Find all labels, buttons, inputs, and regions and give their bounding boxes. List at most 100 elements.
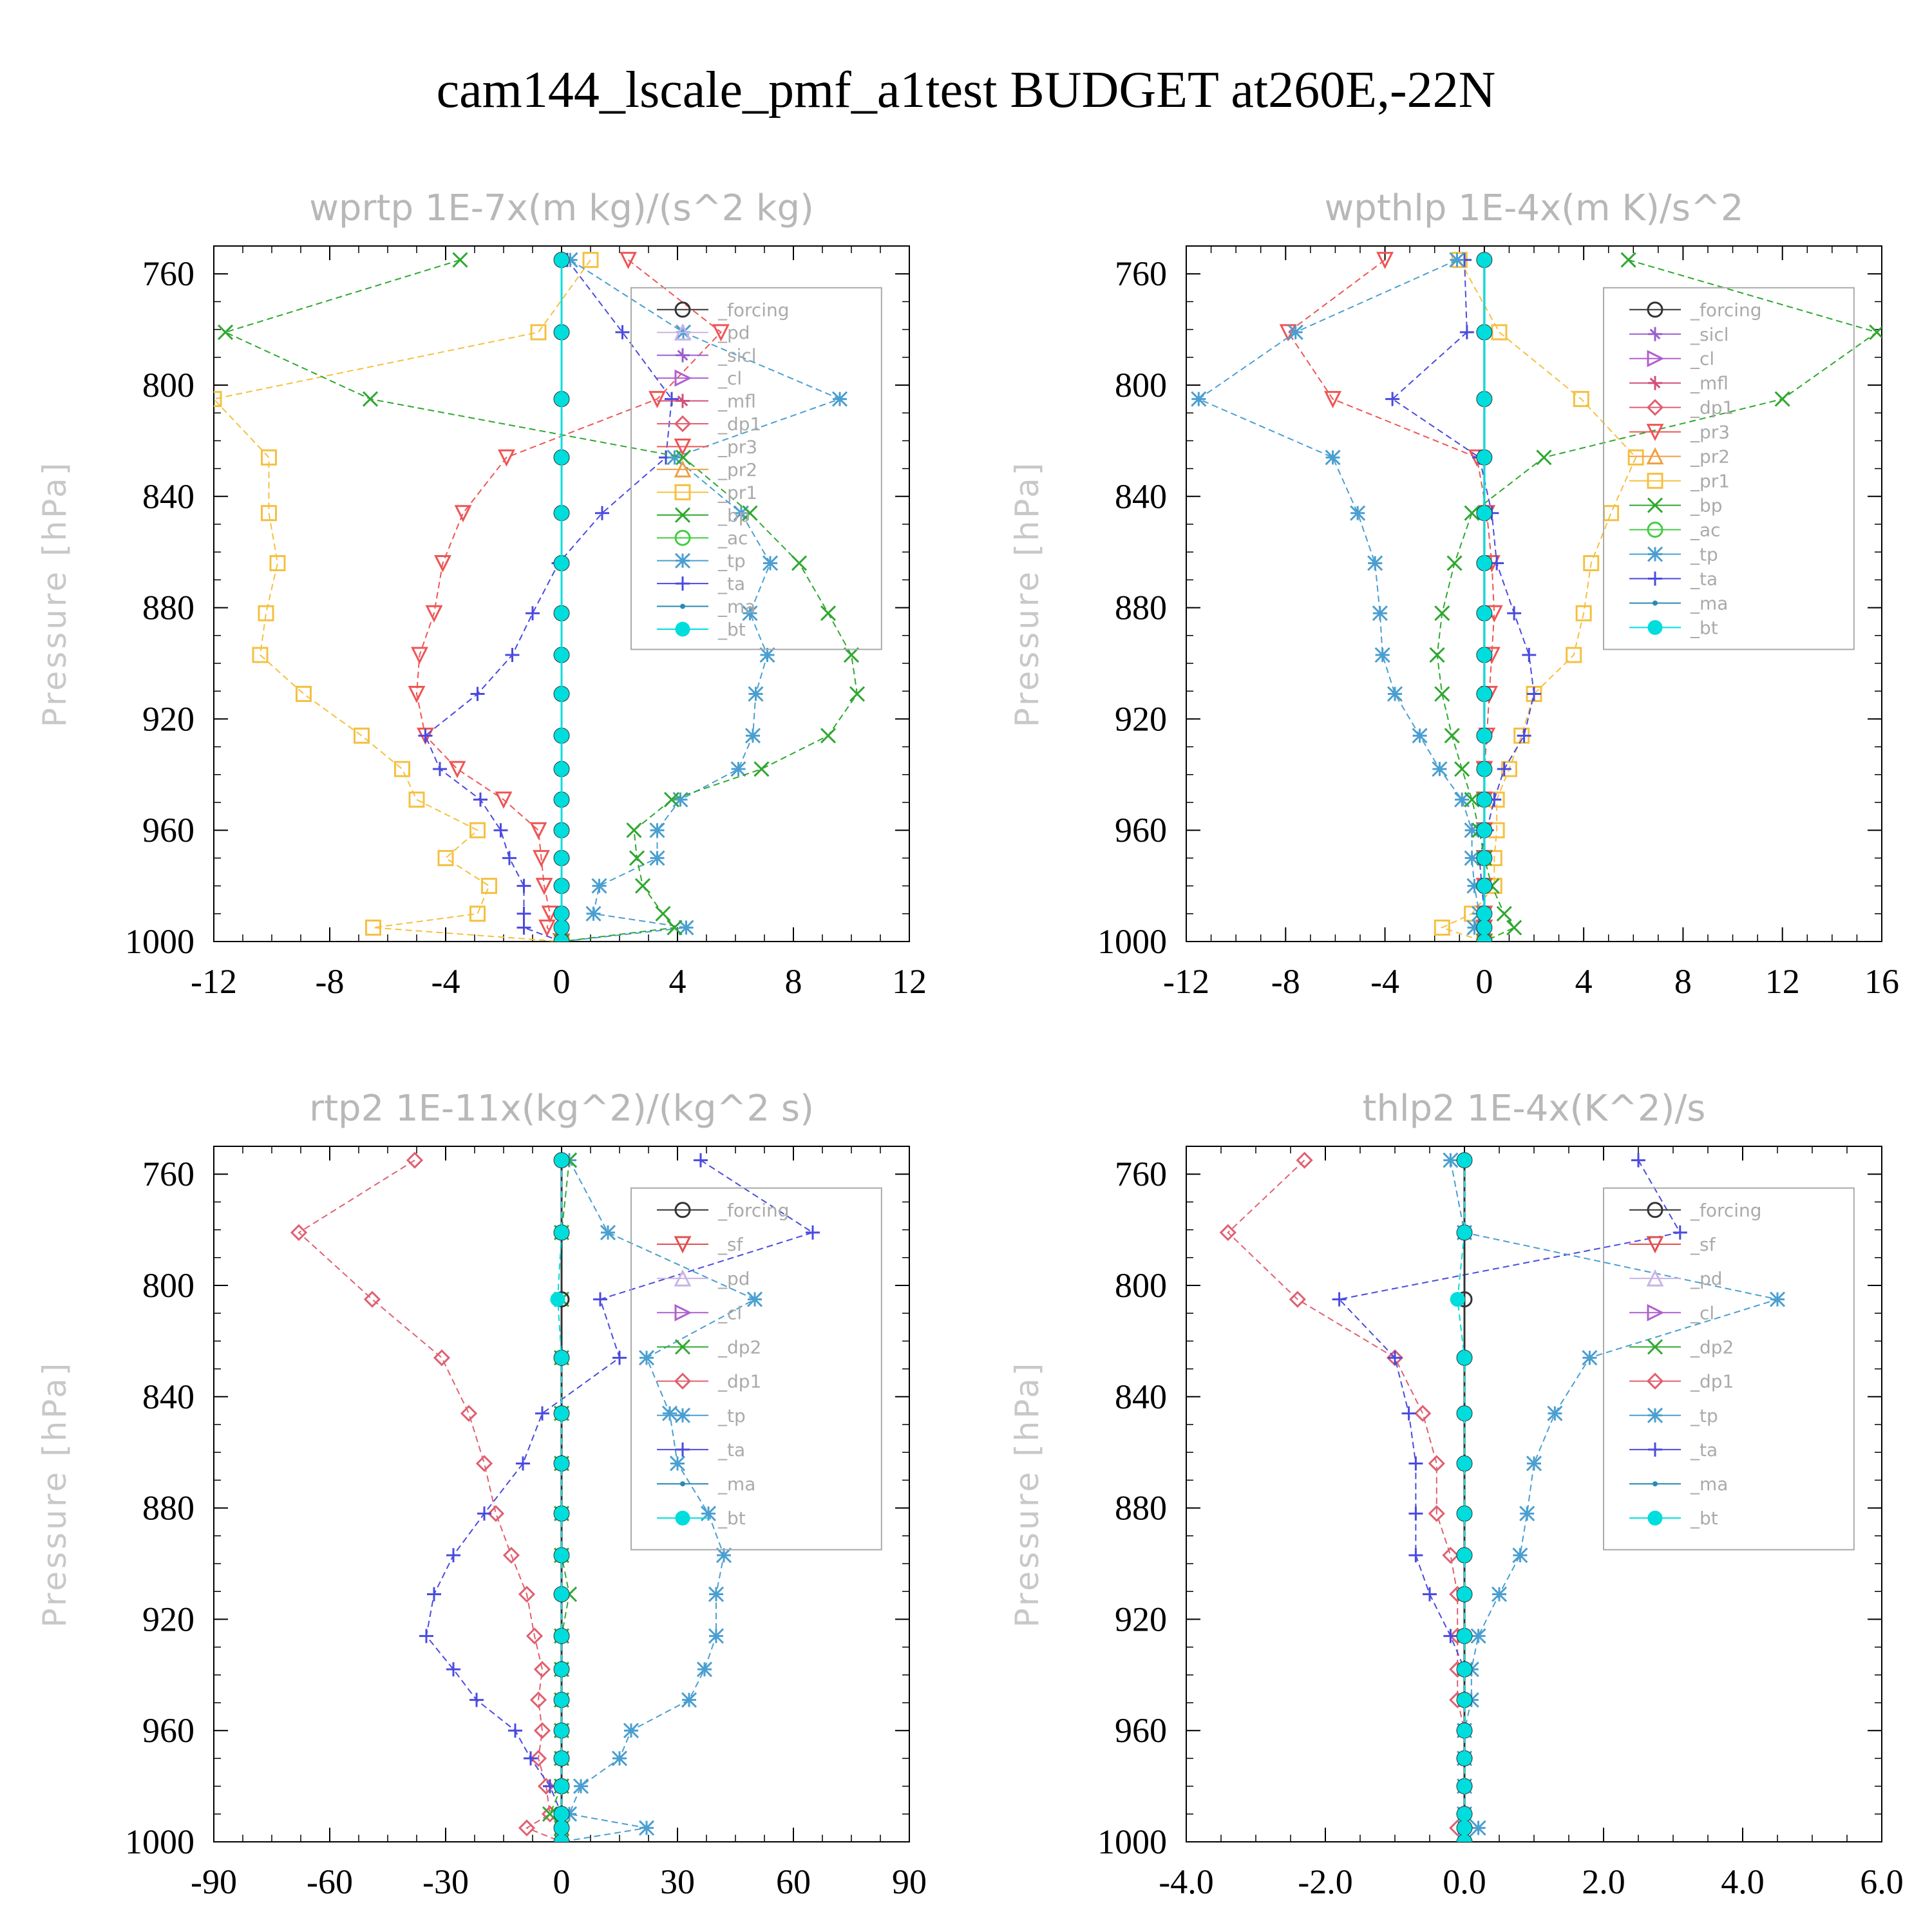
series-line-bp <box>223 259 858 942</box>
legend-label-bt: _bt <box>1690 617 1718 638</box>
legend-marker-dp1 <box>674 1372 692 1390</box>
data-point-dp1 <box>533 1722 551 1739</box>
panel-title: thlp2 1E-4x(K^2)/s <box>1363 1088 1706 1130</box>
data-point-bt <box>554 325 569 340</box>
data-point-dp1 <box>1414 1405 1432 1422</box>
legend-label-pr3: _pr3 <box>717 436 757 457</box>
data-point-dp1 <box>475 1455 493 1472</box>
legend-label-mfl: _mfl <box>717 391 756 412</box>
data-point-ta <box>1497 762 1511 777</box>
data-point-dp1 <box>1442 1546 1459 1564</box>
data-point-bp <box>1774 391 1790 407</box>
data-point-bt <box>1477 728 1492 743</box>
data-point-tp <box>1432 761 1448 777</box>
data-point-tp <box>1449 252 1465 268</box>
legend-label-sf: _sf <box>1690 1234 1716 1255</box>
legend-marker-pr1 <box>1647 473 1663 489</box>
legend-marker-sicl <box>1648 327 1662 341</box>
data-point-bt <box>550 1292 565 1307</box>
legend-marker-ac <box>674 529 691 546</box>
data-point-ta <box>1507 606 1522 621</box>
legend-marker-tp <box>1647 546 1663 562</box>
data-point-bp <box>1496 905 1512 922</box>
data-point-pr3 <box>425 605 443 623</box>
data-point-tp <box>600 1224 616 1240</box>
legend-marker-ta <box>676 1442 690 1457</box>
data-point-tp <box>730 761 746 777</box>
legend-marker-ma <box>1653 1481 1658 1487</box>
data-point-dp1 <box>526 1627 544 1645</box>
legend-label-ac: _ac <box>717 527 748 549</box>
x-tick-label: -4 <box>1370 962 1399 1001</box>
data-point-bp <box>655 905 671 922</box>
data-point-pr1 <box>481 878 497 895</box>
data-point-ta <box>593 1292 607 1307</box>
data-point-tp <box>1466 920 1482 936</box>
y-tick-label: 760 <box>142 1155 194 1193</box>
legend-marker-forcing <box>674 1202 691 1218</box>
x-tick-label: -90 <box>191 1862 237 1901</box>
data-point-tp <box>678 920 694 936</box>
data-point-bp <box>667 920 683 936</box>
data-point-pr1 <box>1603 505 1620 522</box>
legend-marker-dp2 <box>674 1339 691 1355</box>
y-tick-label: 840 <box>1115 1378 1167 1416</box>
data-point-pr1 <box>261 449 277 466</box>
legend-marker-bt <box>675 1510 690 1526</box>
legend-marker-dp1 <box>1646 399 1664 416</box>
data-point-bp <box>217 324 234 340</box>
data-point-bt <box>1477 761 1492 777</box>
data-point-bt <box>554 1779 569 1794</box>
legend-marker-sf <box>674 1236 692 1254</box>
legend-marker-bp <box>1647 497 1663 513</box>
data-point-tp <box>1325 450 1341 466</box>
panel-2: wpthlp 1E-4x(m K)/s^2 Pressure [hPa] -12 -8… <box>1009 187 1899 1001</box>
data-point-bt <box>554 1628 569 1643</box>
data-point-ta <box>595 506 609 520</box>
y-tick-label: 840 <box>1115 477 1167 516</box>
x-tick-label: -30 <box>422 1862 469 1901</box>
data-point-pr3 <box>1324 391 1341 408</box>
legend-label-forcing: _forcing <box>717 1200 790 1221</box>
data-point-bp <box>1434 686 1450 702</box>
data-point-ta <box>473 792 488 807</box>
data-point-bp <box>843 647 860 663</box>
data-point-bp <box>1454 761 1470 777</box>
data-point-tp <box>759 647 775 663</box>
data-point-tp <box>1191 391 1207 407</box>
data-point-bt <box>1457 1806 1472 1822</box>
data-point-pr1 <box>469 822 486 838</box>
data-point-ta <box>535 1406 549 1421</box>
data-point-tp <box>669 1455 686 1472</box>
x-tick-label: 4 <box>669 962 687 1001</box>
data-point-bt <box>554 792 569 808</box>
data-point-bt <box>1450 1292 1465 1307</box>
y-tick-label: 960 <box>1115 1711 1167 1750</box>
legend-label-dp1: _dp1 <box>717 1371 761 1392</box>
legend-label-tp: _tp <box>1690 544 1718 565</box>
legend-label-tp: _tp <box>717 551 746 572</box>
legend-marker-ta <box>1648 571 1662 586</box>
legend-label-dp1: _dp1 <box>717 413 761 435</box>
data-point-tp <box>831 391 848 407</box>
legend-label-ta: _ta <box>717 1439 745 1461</box>
legend-label-tp: _tp <box>1690 1405 1718 1426</box>
y-tick-label: 760 <box>1115 1155 1167 1193</box>
data-point-ta <box>516 906 531 921</box>
data-point-tp <box>1769 1291 1786 1307</box>
legend-marker-pd <box>674 1269 692 1287</box>
data-point-bt <box>1477 850 1492 866</box>
data-point-bp <box>1506 920 1522 936</box>
data-point-pr3 <box>538 919 556 937</box>
series-line-tp <box>1450 1160 1780 1842</box>
data-point-bt <box>554 1750 569 1766</box>
data-point-tp <box>573 1778 589 1794</box>
data-point-bt <box>1477 792 1492 808</box>
data-point-bp <box>362 391 379 407</box>
data-point-tp <box>649 850 665 866</box>
data-point-bt <box>554 850 569 866</box>
series-line-bp <box>1436 259 1879 942</box>
data-point-tp <box>744 728 761 744</box>
series-layer <box>214 252 866 942</box>
data-point-tp <box>638 1820 655 1836</box>
